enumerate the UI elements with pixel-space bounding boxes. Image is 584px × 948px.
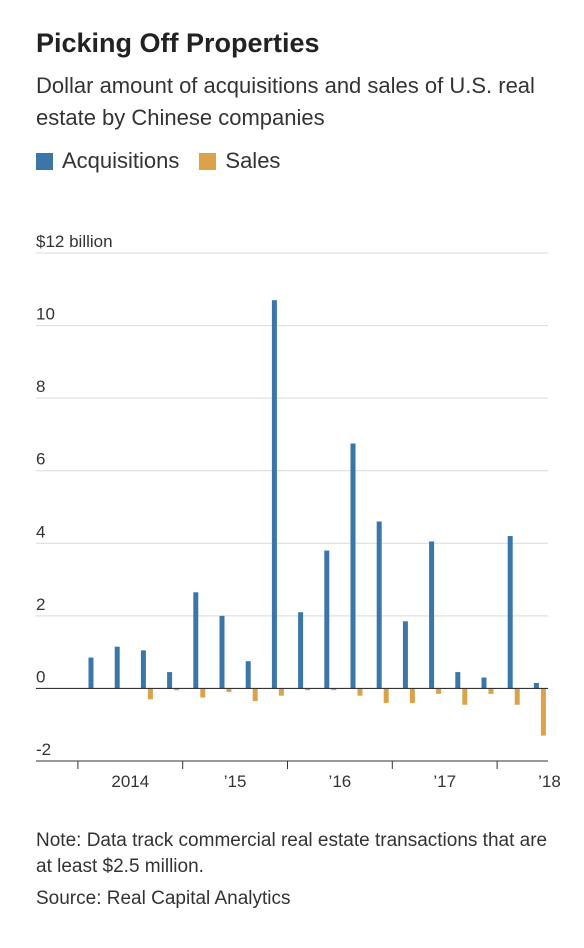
bar-sales [462, 688, 468, 705]
bar-acquisitions [114, 646, 120, 689]
bar-acquisitions [481, 677, 487, 689]
bar-sales [331, 688, 337, 691]
bar-acquisitions [402, 621, 408, 689]
y-tick-label: 8 [36, 377, 45, 396]
bar-acquisitions [376, 521, 382, 689]
bar-sales [226, 688, 232, 693]
bar-acquisitions [533, 682, 539, 689]
bar-acquisitions [350, 443, 356, 689]
x-tick-label: 2014 [111, 772, 149, 791]
bar-sales [357, 688, 363, 696]
bar-sales [409, 688, 415, 703]
bar-acquisitions [167, 672, 173, 689]
legend-item-sales: Sales [199, 148, 280, 174]
bar-sales [436, 688, 442, 694]
bar-sales [252, 688, 258, 702]
x-tick-label: ’15 [224, 772, 247, 791]
legend-item-acquisitions: Acquisitions [36, 148, 179, 174]
bar-sales [488, 688, 494, 694]
bar-acquisitions [429, 541, 435, 689]
bar-sales [278, 688, 284, 696]
bar-sales [540, 688, 546, 736]
chart-note: Note: Data track commercial real estate … [36, 830, 548, 877]
bar-sales [147, 688, 153, 700]
chart-subtitle: Dollar amount of acquisitions and sales … [36, 73, 535, 130]
bar-sales [383, 688, 389, 703]
bar-acquisitions [140, 650, 146, 689]
x-tick-label: ’16 [329, 772, 352, 791]
legend-swatch-acquisitions [36, 152, 53, 170]
bar-acquisitions [298, 612, 304, 689]
x-tick-label: ’17 [433, 772, 456, 791]
chart-title: Picking Off Properties [36, 28, 320, 58]
legend: Acquisitions Sales [36, 148, 300, 174]
chart-source: Source: Real Capital Analytics [36, 888, 291, 909]
bar-acquisitions [245, 661, 251, 689]
y-tick-label: $12 billion [36, 232, 113, 251]
x-tick-label: ’18 [538, 772, 561, 791]
bar-acquisitions [193, 592, 199, 689]
y-tick-label: 10 [36, 305, 55, 324]
bar-sales [514, 688, 520, 705]
bar-sales [305, 688, 311, 691]
legend-label-sales: Sales [225, 148, 281, 173]
legend-swatch-sales [199, 152, 217, 170]
bar-acquisitions [507, 536, 513, 689]
y-tick-label: 2 [36, 595, 45, 614]
bar-sales [174, 688, 180, 691]
legend-label-acquisitions: Acquisitions [62, 148, 180, 173]
bar-acquisitions [324, 550, 330, 689]
bar-sales [200, 688, 206, 698]
y-tick-label: 4 [36, 522, 45, 541]
y-tick-label: 0 [36, 667, 45, 686]
y-tick-label: -2 [36, 740, 51, 759]
y-tick-label: 6 [36, 450, 45, 469]
bar-acquisitions [88, 657, 94, 689]
bar-acquisitions [455, 672, 461, 689]
bar-acquisitions [219, 615, 225, 689]
bar-acquisitions [271, 300, 277, 689]
bar-chart: -2 0 2 4 6 8 10 $12 billion 2014 ’15 ’16 ’17 ’18 [36, 232, 561, 791]
